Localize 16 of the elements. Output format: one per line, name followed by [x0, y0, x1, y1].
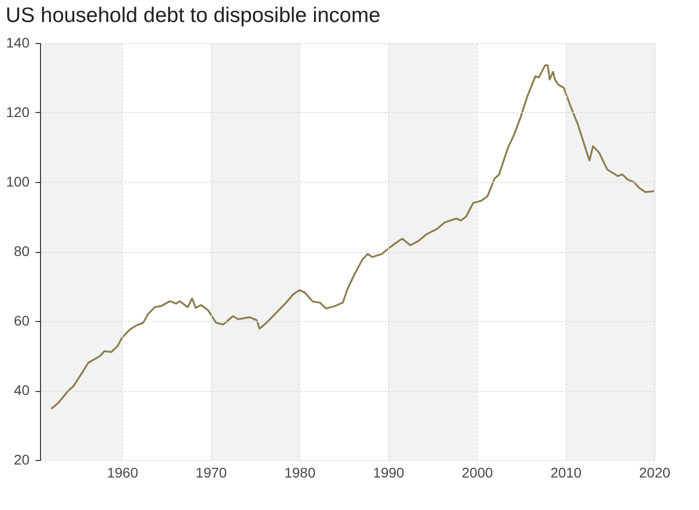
y-tick-label: 80: [14, 243, 30, 259]
x-tick-label: 1960: [106, 464, 138, 480]
chart-title: US household debt to disposible income: [6, 4, 380, 27]
x-tick-label: 1970: [196, 464, 228, 480]
y-tick-label: 100: [6, 174, 30, 190]
y-tick-label: 20: [14, 452, 30, 468]
x-tick-label: 2020: [639, 464, 671, 480]
y-tick-label: 140: [6, 34, 30, 50]
x-tick-label: 2000: [462, 464, 494, 480]
x-tick-label: 1990: [373, 464, 404, 480]
line-series: [50, 64, 656, 410]
x-tick-label: 2010: [550, 464, 582, 480]
x-tick-label: 1980: [284, 464, 316, 480]
y-tick-label: 60: [14, 312, 30, 328]
y-tick-label: 120: [6, 104, 30, 120]
y-tick-label: 40: [14, 382, 30, 398]
